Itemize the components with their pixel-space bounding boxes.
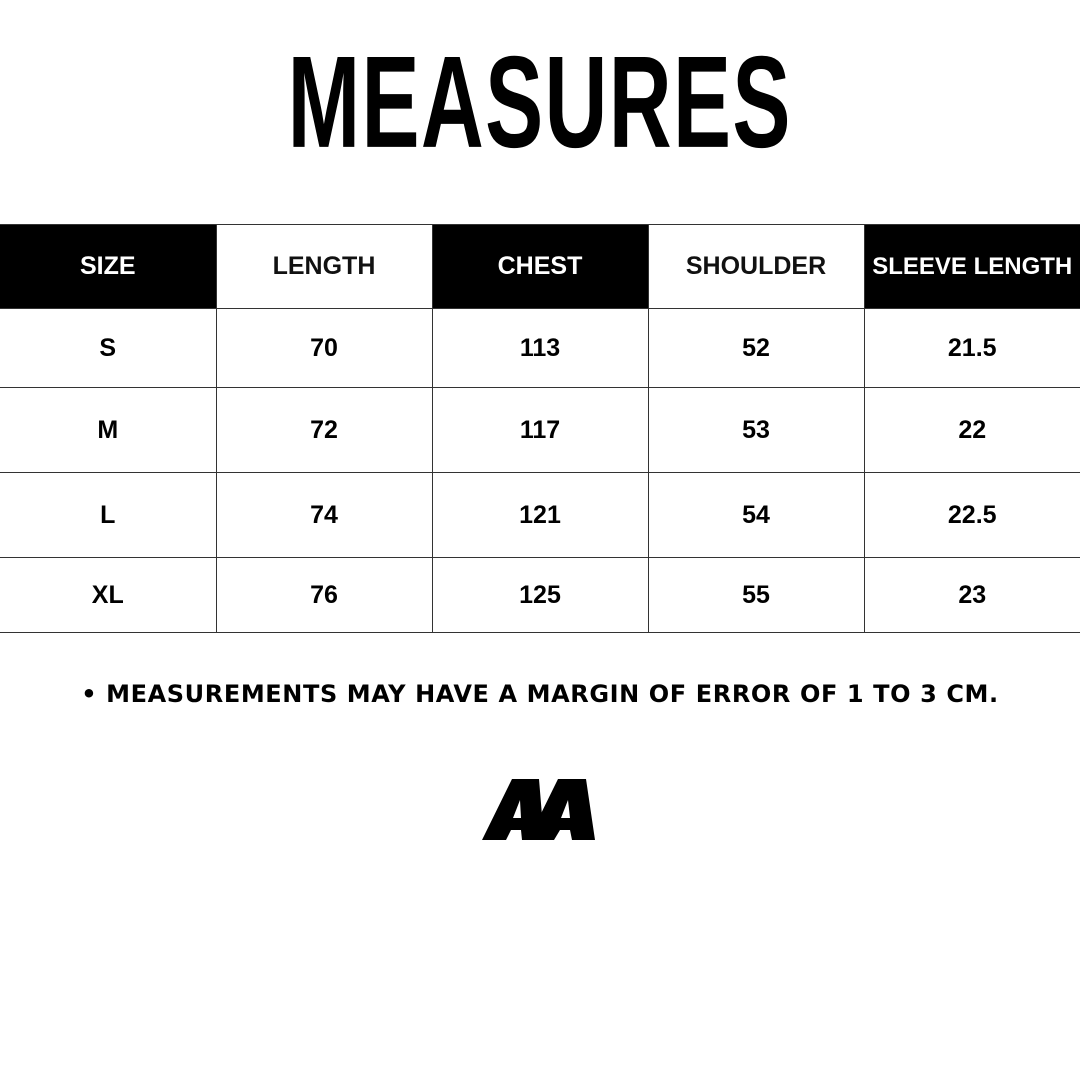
header-shoulder: SHOULDER	[647, 224, 865, 309]
table-row: S 70 113 52 21.5	[0, 308, 1080, 388]
brand-logo	[482, 779, 595, 840]
table-row: M 72 117 53 22	[0, 387, 1080, 473]
cell-length: 72	[215, 387, 433, 473]
logo-letter-a-2	[528, 779, 595, 840]
cell-size: S	[0, 308, 217, 388]
cell-length: 76	[215, 557, 433, 633]
cell-shoulder: 52	[647, 308, 865, 388]
measurement-note: • MEASUREMENTS MAY HAVE A MARGIN OF ERRO…	[81, 680, 999, 708]
cell-size: XL	[0, 557, 217, 633]
cell-chest: 125	[431, 557, 649, 633]
cell-size: M	[0, 387, 217, 473]
header-size: SIZE	[0, 224, 217, 309]
cell-shoulder: 54	[647, 472, 865, 558]
cell-sleeve-length: 22.5	[863, 472, 1080, 558]
table-row: XL 76 125 55 23	[0, 557, 1080, 633]
cell-shoulder: 53	[647, 387, 865, 473]
cell-chest: 117	[431, 387, 649, 473]
cell-sleeve-length: 21.5	[863, 308, 1080, 388]
cell-length: 74	[215, 472, 433, 558]
cell-length: 70	[215, 308, 433, 388]
header-chest: CHEST	[431, 224, 649, 309]
table-row: L 74 121 54 22.5	[0, 472, 1080, 558]
logo-letter-a-1	[482, 779, 544, 840]
table-header-row: SIZE LENGTH CHEST SHOULDER SLEEVE LENGTH	[0, 224, 1080, 309]
cell-size: L	[0, 472, 217, 558]
header-length: LENGTH	[215, 224, 433, 309]
cell-chest: 121	[431, 472, 649, 558]
size-chart-table: SIZE LENGTH CHEST SHOULDER SLEEVE LENGTH…	[0, 224, 1080, 633]
cell-chest: 113	[431, 308, 649, 388]
header-sleeve-length: SLEEVE LENGTH	[863, 224, 1080, 309]
cell-sleeve-length: 22	[863, 387, 1080, 473]
cell-sleeve-length: 23	[863, 557, 1080, 633]
page-title: MEASURES	[287, 29, 793, 176]
cell-shoulder: 55	[647, 557, 865, 633]
